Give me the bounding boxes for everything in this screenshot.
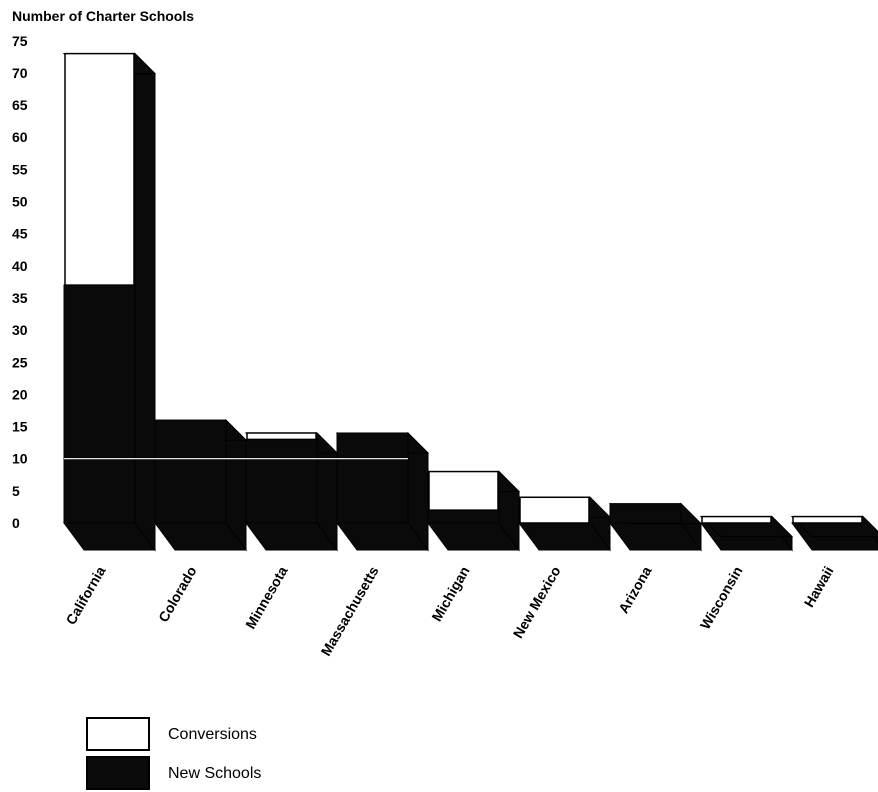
bar-new-schools: [609, 503, 682, 524]
legend-swatch-conversions: [86, 717, 150, 751]
bar-conversions: [428, 470, 499, 511]
bar-conversions: [246, 432, 317, 441]
bars-group: [62, 52, 878, 552]
x-tick-label: Wisconsin: [697, 564, 746, 633]
y-tick-label: 60: [12, 129, 28, 145]
x-tick-label: New Mexico: [510, 564, 564, 641]
legend-item-new-schools: New Schools: [86, 756, 386, 792]
bar-chart: 0 5 10 15 20 25 30 35 40 45 50 55 60 65 70 75 Californi…: [12, 33, 878, 658]
chart-title: Number of Charter Schools: [12, 8, 195, 24]
bar-new-schools: [154, 419, 227, 524]
y-axis-ticks: 0 5 10 15 20 25 30 35 40 45 50 55 60 65 70 75: [12, 33, 28, 531]
legend-item-conversions: Conversions: [86, 717, 386, 753]
y-tick-label: 15: [12, 419, 28, 435]
y-tick-label: 65: [12, 97, 28, 113]
bar-side: [134, 52, 156, 552]
bar-conversions: [64, 52, 135, 286]
y-tick-label: 45: [12, 226, 28, 242]
x-tick-label: Hawaii: [801, 564, 837, 610]
legend-swatch-new-schools: [86, 756, 150, 790]
x-tick-label: Michigan: [428, 564, 472, 625]
bar-conversions: [701, 515, 772, 524]
bar-conversions: [792, 515, 863, 524]
legend-label-conversions: Conversions: [168, 726, 257, 743]
y-tick-label: 20: [12, 386, 28, 402]
y-tick-label: 25: [12, 354, 28, 370]
x-tick-label: California: [62, 563, 108, 627]
y-tick-label: 40: [12, 258, 28, 274]
y-tick-label: 5: [12, 483, 20, 499]
x-axis-labels: California Colorado Minnesota Massachusetts…: [62, 563, 836, 658]
bar-new-schools: [245, 438, 318, 524]
x-tick-label: Minnesota: [242, 563, 291, 631]
legend-label-new-schools: New Schools: [168, 765, 262, 782]
y-tick-label: 75: [12, 33, 28, 49]
y-tick-label: 50: [12, 194, 28, 210]
y-tick-label: 70: [12, 65, 28, 81]
bar-conversions: [519, 496, 590, 524]
y-tick-label: 0: [12, 515, 20, 531]
y-tick-label: 30: [12, 322, 28, 338]
bar-new-schools: [427, 509, 500, 524]
y-tick-label: 10: [12, 451, 28, 467]
bar-new-schools: [63, 284, 136, 524]
x-tick-label: Massachusetts: [318, 563, 382, 658]
x-tick-label: Arizona: [615, 563, 655, 616]
y-tick-label: 35: [12, 290, 28, 306]
bar-new-schools: [336, 432, 409, 524]
x-tick-label: Colorado: [155, 564, 200, 625]
y-tick-label: 55: [12, 161, 28, 177]
